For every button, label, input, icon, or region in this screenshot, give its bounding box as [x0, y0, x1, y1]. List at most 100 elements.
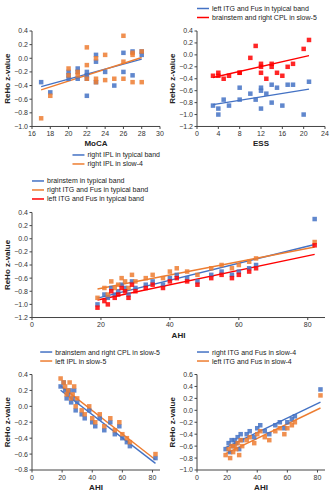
y-tick-label: 0.2 [18, 387, 28, 394]
y-tick [30, 470, 33, 471]
point [247, 269, 252, 274]
point [247, 429, 252, 434]
point [75, 70, 80, 75]
x-axis-line [32, 126, 160, 127]
point [85, 76, 90, 81]
legend-entry: left ITG and Fus in typical band [212, 5, 309, 13]
y-tick-label: −0.4 [14, 261, 28, 268]
point [106, 302, 111, 307]
legend-entry: right ITG and Fus in typical band [47, 186, 148, 194]
y-tick [195, 434, 198, 435]
point [278, 426, 283, 431]
point [209, 276, 214, 281]
point [109, 289, 114, 294]
point [285, 426, 290, 431]
point [39, 116, 44, 121]
point [128, 440, 133, 445]
y-tick-label: −0.8 [179, 99, 193, 106]
legend: left ITG and Fus in typical bandbrainste… [197, 5, 317, 22]
point [123, 289, 128, 294]
y-tick [195, 66, 198, 67]
legend-handle [40, 360, 52, 362]
point [70, 392, 75, 397]
plot-area [39, 34, 144, 121]
y-tick [30, 317, 33, 318]
point [85, 76, 90, 81]
point [216, 106, 221, 111]
point [116, 292, 121, 297]
point [128, 444, 133, 449]
point [82, 416, 87, 421]
x-tick [100, 318, 101, 321]
y-tick [30, 85, 33, 86]
y-tick-label: −0.2 [14, 68, 28, 75]
point [263, 435, 268, 440]
point [237, 71, 242, 76]
y-tick [195, 422, 198, 423]
x-tick-label: 0 [195, 474, 199, 481]
point [269, 62, 274, 67]
fit-line [61, 386, 156, 460]
y-tick-label: 0.0 [18, 55, 28, 62]
point [275, 85, 280, 90]
point [238, 438, 243, 443]
point [280, 103, 285, 108]
point [121, 51, 126, 56]
x-tick-label: 20 [65, 130, 73, 137]
plot-area [58, 376, 157, 463]
point [253, 44, 258, 49]
y-tick-label: −0.8 [14, 288, 28, 295]
point [87, 404, 92, 409]
y-tick [30, 238, 33, 239]
point [61, 380, 66, 385]
y-tick-label: −0.2 [179, 419, 193, 426]
point [108, 420, 113, 425]
y-tick-label: −0.4 [179, 75, 193, 82]
x-tick [122, 470, 123, 473]
x-tick-label: 80 [304, 321, 312, 328]
x-tick [123, 126, 124, 129]
point [293, 420, 298, 425]
y-tick [195, 90, 198, 91]
point [120, 432, 125, 437]
fit-line [226, 402, 321, 448]
y-tick-label: −0.6 [14, 451, 28, 458]
y-tick-label: −0.6 [14, 275, 28, 282]
point [258, 423, 263, 428]
y-tick [195, 78, 198, 79]
y-tick-label: 0.0 [183, 407, 193, 414]
point [66, 73, 71, 78]
y-tick-label: −1.0 [14, 301, 28, 308]
x-tick-label: 40 [88, 474, 96, 481]
x-tick-label: 16 [28, 130, 36, 137]
y-tick-label: −1.0 [179, 466, 193, 473]
point [216, 112, 221, 117]
legend-entry: left IPL in slow-5 [55, 358, 106, 365]
x-axis-label: AHI [172, 331, 186, 340]
point [130, 282, 135, 287]
point [150, 282, 155, 287]
point [269, 100, 274, 105]
x-tick-label: 0 [195, 130, 199, 137]
point [79, 408, 84, 413]
point [175, 276, 180, 281]
y-tick-label: 0.0 [18, 403, 28, 410]
point [259, 85, 264, 90]
x-tick [303, 126, 304, 129]
panel: 020406080−1.2−1.0−0.8−0.6−0.4−0.20.00.20… [3, 209, 325, 340]
point [237, 85, 242, 90]
point [228, 456, 233, 461]
x-tick-label: 30 [156, 130, 164, 137]
x-tick-label: 28 [138, 130, 146, 137]
point [237, 273, 242, 278]
point [240, 444, 245, 449]
y-tick-label: −0.4 [14, 82, 28, 89]
point [61, 380, 66, 385]
y-tick [30, 265, 33, 266]
x-tick [68, 126, 69, 129]
legend-handle [40, 351, 52, 353]
x-tick [317, 470, 318, 473]
plot-area [223, 387, 322, 460]
fit-line [61, 390, 156, 463]
point [258, 429, 263, 434]
